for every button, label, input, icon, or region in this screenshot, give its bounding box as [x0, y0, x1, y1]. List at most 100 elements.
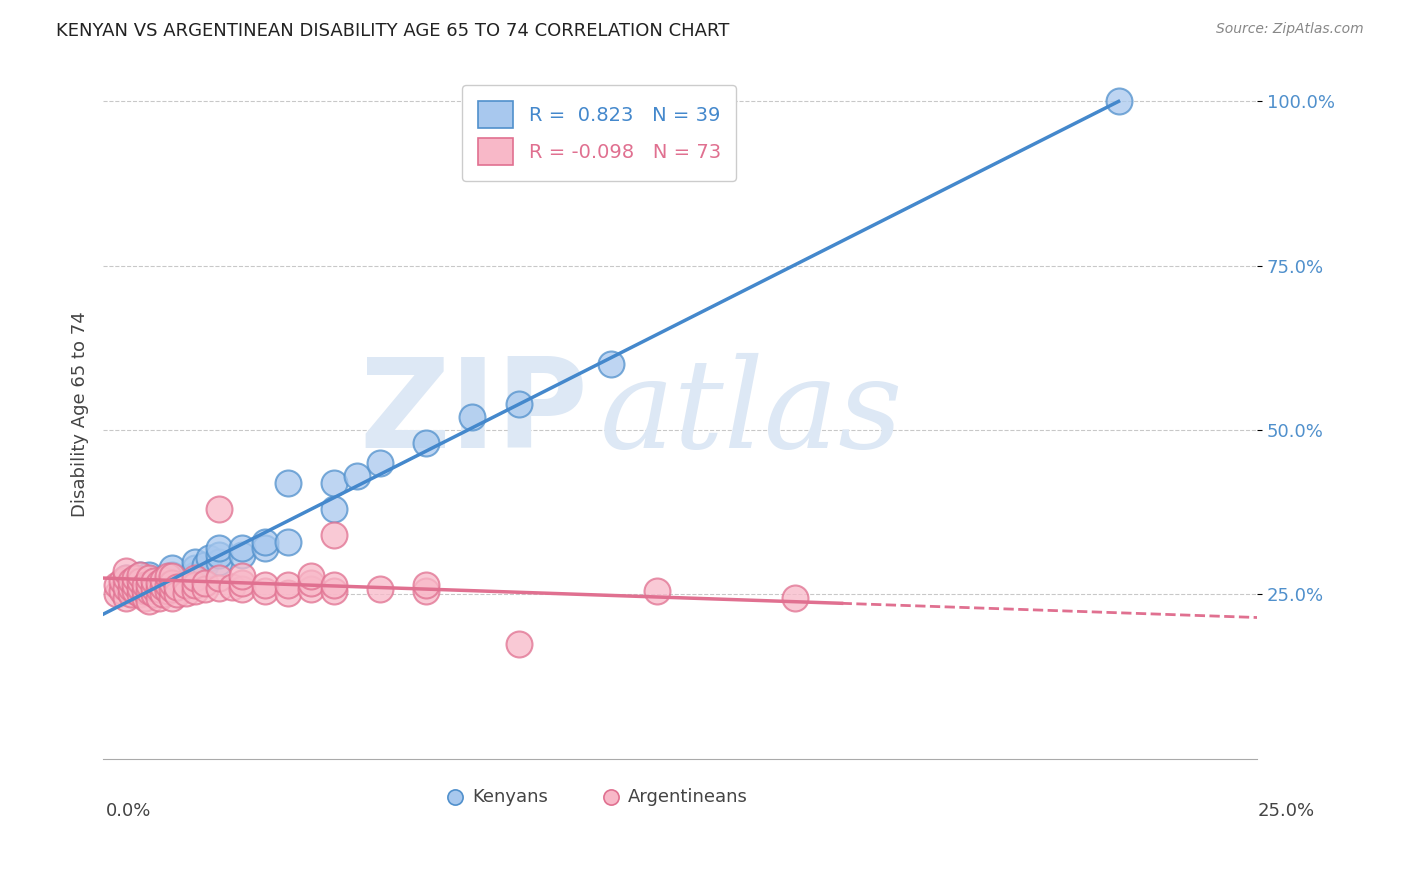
Point	[346, 469, 368, 483]
Point	[124, 574, 146, 589]
Point	[166, 580, 188, 594]
Point	[134, 577, 156, 591]
Point	[162, 567, 184, 582]
Point	[166, 587, 188, 601]
Point	[299, 575, 322, 590]
Point	[299, 569, 322, 583]
Point	[194, 558, 217, 572]
Point	[134, 577, 156, 591]
Text: ZIP: ZIP	[359, 353, 588, 475]
Text: atlas: atlas	[599, 353, 903, 475]
Point	[105, 587, 128, 601]
Point	[162, 582, 184, 597]
Point	[277, 586, 299, 600]
Point	[124, 584, 146, 599]
Point	[174, 586, 197, 600]
Point	[207, 555, 229, 569]
Point	[115, 591, 138, 605]
Point	[148, 582, 170, 597]
Point	[508, 397, 530, 411]
Point	[120, 574, 142, 589]
Point	[138, 567, 160, 582]
Text: 25.0%: 25.0%	[1257, 802, 1315, 820]
Point	[162, 591, 184, 605]
Point	[368, 582, 391, 597]
Point	[184, 561, 207, 575]
Y-axis label: Disability Age 65 to 74: Disability Age 65 to 74	[72, 310, 89, 516]
Point	[207, 571, 229, 585]
Point	[207, 502, 229, 516]
Point	[194, 575, 217, 590]
Point	[322, 584, 344, 599]
Point	[221, 580, 243, 594]
Point	[277, 535, 299, 549]
Point	[138, 574, 160, 589]
Point	[253, 541, 276, 556]
Point	[207, 581, 229, 595]
Text: 0.0%: 0.0%	[105, 802, 150, 820]
Point	[129, 567, 152, 582]
Point	[152, 580, 174, 594]
Point	[198, 551, 221, 566]
Point	[207, 548, 229, 562]
Point	[415, 436, 437, 450]
Point	[129, 587, 152, 601]
Point	[415, 584, 437, 599]
Point	[142, 575, 165, 590]
Legend: R =  0.823   N = 39, R = -0.098   N = 73: R = 0.823 N = 39, R = -0.098 N = 73	[463, 85, 737, 181]
Point	[134, 591, 156, 605]
Point	[129, 581, 152, 595]
Point	[120, 584, 142, 599]
Point	[322, 502, 344, 516]
Point	[174, 578, 197, 592]
Point	[184, 567, 207, 582]
Point	[142, 574, 165, 589]
Point	[231, 548, 253, 562]
Point	[129, 581, 152, 595]
Point	[322, 475, 344, 490]
Point	[138, 581, 160, 595]
Point	[124, 571, 146, 585]
Point	[461, 409, 484, 424]
Point	[115, 577, 138, 591]
Text: Kenyans: Kenyans	[472, 788, 548, 805]
Point	[124, 577, 146, 591]
Point	[115, 571, 138, 585]
Point	[162, 561, 184, 575]
Point	[120, 587, 142, 601]
Point	[120, 581, 142, 595]
Point	[138, 584, 160, 599]
Point	[231, 582, 253, 597]
Point	[156, 569, 179, 583]
Point	[110, 574, 132, 589]
Point	[184, 555, 207, 569]
Point	[184, 584, 207, 599]
Point	[599, 357, 621, 371]
Point	[142, 581, 165, 595]
Point	[368, 456, 391, 470]
Text: KENYAN VS ARGENTINEAN DISABILITY AGE 65 TO 74 CORRELATION CHART: KENYAN VS ARGENTINEAN DISABILITY AGE 65 …	[56, 22, 730, 40]
Text: Argentineans: Argentineans	[628, 788, 748, 805]
Point	[415, 577, 437, 591]
Point	[115, 581, 138, 595]
Point	[138, 571, 160, 585]
Point	[148, 575, 170, 590]
Point	[138, 571, 160, 585]
Point	[152, 573, 174, 587]
Point	[231, 575, 253, 590]
Point	[207, 541, 229, 556]
Point	[645, 584, 668, 599]
Point	[231, 569, 253, 583]
Point	[129, 574, 152, 589]
Point	[110, 584, 132, 599]
Point	[277, 475, 299, 490]
Point	[785, 591, 807, 605]
Point	[322, 528, 344, 542]
Point	[162, 575, 184, 590]
Point	[138, 577, 160, 591]
Point	[142, 587, 165, 601]
Point	[134, 584, 156, 599]
Point	[1108, 95, 1130, 109]
Point	[253, 584, 276, 599]
Point	[148, 573, 170, 587]
